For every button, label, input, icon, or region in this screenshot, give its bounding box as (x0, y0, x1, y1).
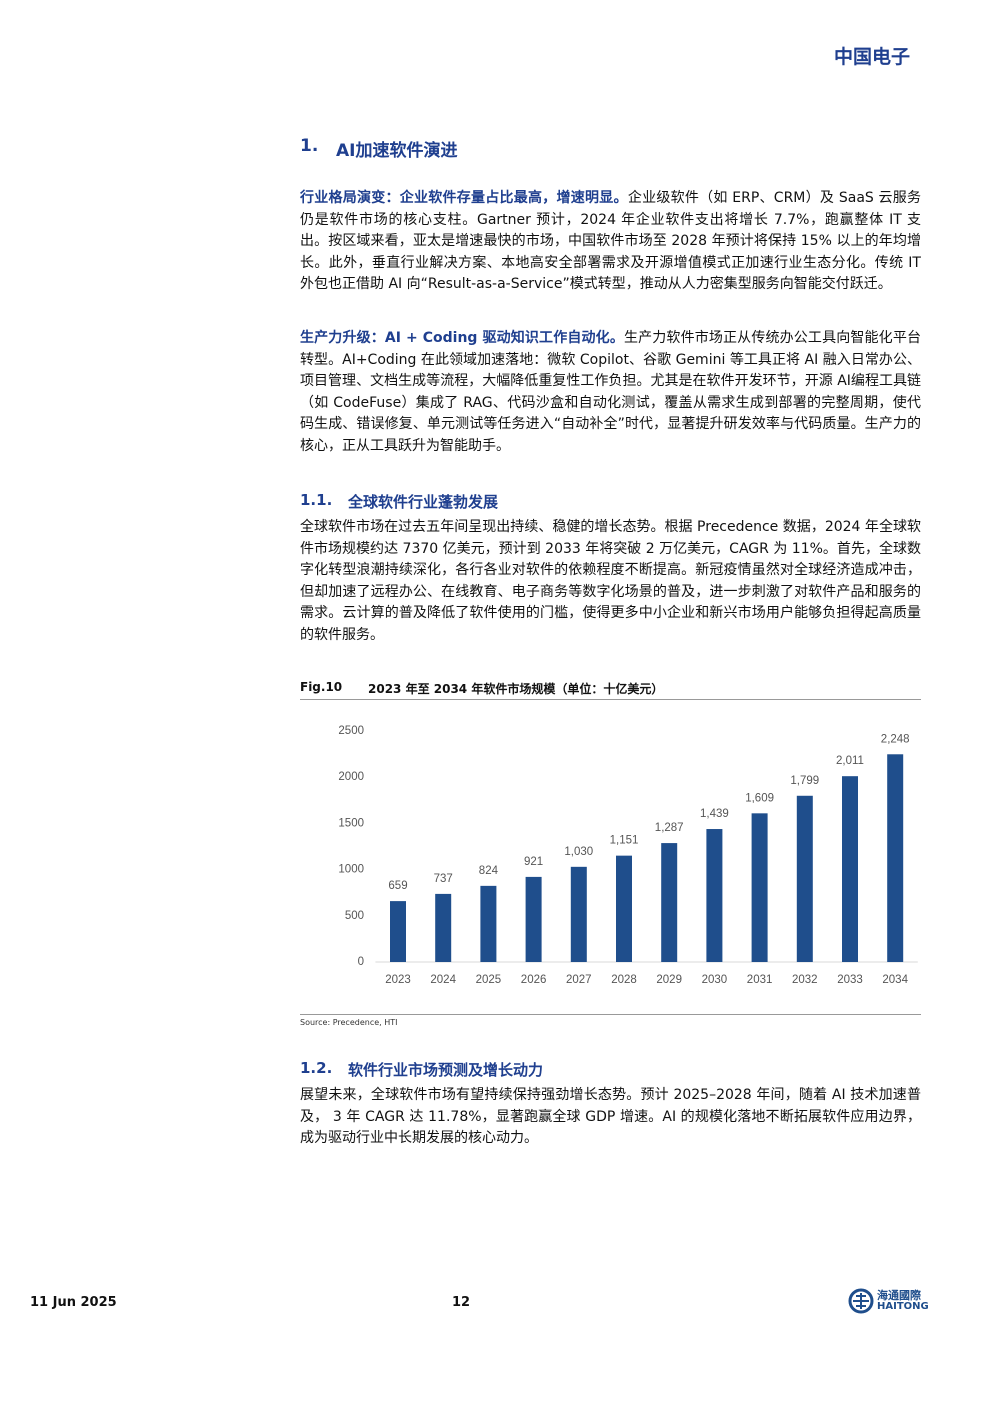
subsection-title: 软件行业市场预测及增长动力 (348, 1061, 544, 1079)
data-label: 1,030 (564, 846, 593, 858)
y-tick-label: 1000 (338, 864, 364, 876)
footer-date: 11 Jun 2025 (30, 1295, 117, 1310)
logo-icon (848, 1288, 874, 1314)
bar (842, 776, 858, 962)
lead: 生产力升级：AI + Coding 驱动知识工作自动化。 (300, 330, 624, 346)
y-tick-label: 2500 (338, 725, 364, 737)
lead: 行业格局演变：企业软件存量占比最高，增速明显。 (300, 190, 628, 206)
paragraph: 展望未来，全球软件市场有望持续保持强劲增长态势。预计 2025–2028 年间，… (300, 1087, 921, 1147)
rule (300, 1014, 921, 1015)
x-tick-label: 2024 (430, 974, 456, 986)
section-number: 1. (300, 136, 319, 156)
data-label: 921 (524, 856, 543, 868)
x-tick-label: 2033 (837, 974, 863, 986)
paragraph: 全球软件市场在过去五年间呈现出持续、稳健的增长态势。根据 Precedence … (300, 519, 921, 643)
x-tick-label: 2023 (385, 974, 411, 986)
data-label: 737 (434, 873, 453, 885)
section-title: AI加速软件演进 (336, 141, 458, 161)
bar (706, 829, 723, 962)
y-tick-label: 500 (345, 910, 364, 922)
figure-label: Fig.10 (300, 680, 343, 694)
x-tick-label: 2031 (747, 974, 773, 986)
x-tick-label: 2032 (792, 974, 818, 986)
subsection-number: 1.1. (300, 491, 333, 509)
paragraph: 生产力升级：AI + Coding 驱动知识工作自动化。生产力软件市场正从传统办… (300, 328, 921, 458)
paragraph: 行业格局演变：企业软件存量占比最高，增速明显。企业级软件（如 ERP、CRM）及… (300, 188, 921, 296)
logo-cn: 海通國際 (877, 1289, 921, 1302)
data-label: 2,248 (881, 733, 910, 745)
bar (751, 813, 768, 962)
data-label: 1,287 (655, 822, 684, 834)
logo-en: HAITONG (877, 1301, 929, 1312)
subsection-number: 1.2. (300, 1059, 333, 1077)
data-label: 1,151 (610, 835, 639, 847)
data-label: 2,011 (836, 755, 864, 767)
x-tick-label: 2025 (476, 974, 502, 986)
data-label: 659 (388, 880, 407, 892)
bar (435, 893, 452, 962)
x-tick-label: 2029 (656, 974, 682, 986)
x-tick-label: 2027 (566, 974, 592, 986)
page-number: 12 (452, 1295, 471, 1310)
bar (390, 901, 406, 962)
x-tick-label: 2028 (611, 974, 637, 986)
bar (616, 855, 632, 962)
subsection-title: 全球软件行业蓬勃发展 (348, 493, 499, 511)
rule (300, 699, 921, 700)
bar (796, 795, 813, 962)
x-tick-label: 2026 (521, 974, 547, 986)
y-tick-label: 1500 (338, 817, 364, 829)
bar (570, 866, 587, 962)
figure-title: 2023 年至 2034 年软件市场规模（单位：十亿美元） (368, 682, 664, 696)
figure-source: Source: Precedence, HTI (300, 1018, 398, 1027)
y-tick-label: 2000 (338, 771, 364, 783)
body: 企业级软件（如 ERP、CRM）及 SaaS 云服务仍是软件市场的核心支柱。Ga… (300, 190, 921, 293)
y-tick-label: 0 (358, 956, 364, 968)
brand: 中国电子 (834, 46, 911, 68)
body: 生产力软件市场正从传统办公工具向智能化平台转型。AI+Coding 在此领域加速… (300, 330, 921, 454)
bar (480, 885, 497, 962)
x-tick-label: 2034 (882, 974, 908, 986)
bar (887, 754, 904, 962)
data-label: 1,799 (790, 775, 819, 787)
chart: 0 500 1000 1500 2000 2500 2023 659 2024 737 2025 82… (338, 725, 918, 986)
bar (525, 876, 542, 962)
data-label: 824 (479, 865, 499, 877)
data-label: 1,609 (745, 792, 774, 804)
x-tick-label: 2030 (702, 974, 728, 986)
bar (661, 843, 678, 962)
data-label: 1,439 (700, 808, 729, 820)
